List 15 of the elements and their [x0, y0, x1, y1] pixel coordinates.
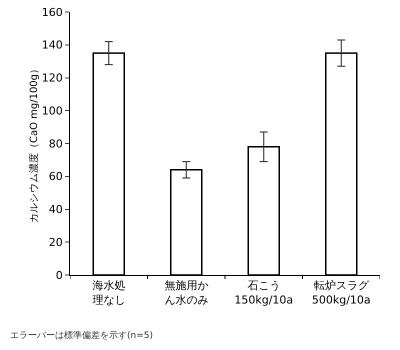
- x-tick-label: 転炉スラグ 500kg/10a: [312, 279, 371, 306]
- x-tick-label: 無施用かん水のみ: [164, 279, 208, 306]
- y-tick-label: 100: [42, 104, 63, 118]
- x-tick-label: 海水処理なし: [92, 279, 126, 306]
- y-axis-title: カルシウム濃度（CaO mg/100g）: [28, 64, 40, 224]
- y-tick-label: 20: [48, 236, 63, 249]
- y-tick-label: 60: [48, 170, 63, 184]
- y-tick-label: 120: [42, 72, 63, 85]
- text: エラーバーは標準偏差を示す(n=5): [10, 330, 153, 341]
- y-tick-label: 0: [56, 268, 63, 282]
- y-tick-label: 140: [42, 38, 63, 52]
- x-tick-label: 石こう 150kg/10a: [234, 279, 294, 306]
- y-tick-label: 160: [42, 6, 63, 19]
- y-tick-label: 80: [48, 137, 63, 150]
- y-tick-label: 40: [48, 203, 63, 216]
